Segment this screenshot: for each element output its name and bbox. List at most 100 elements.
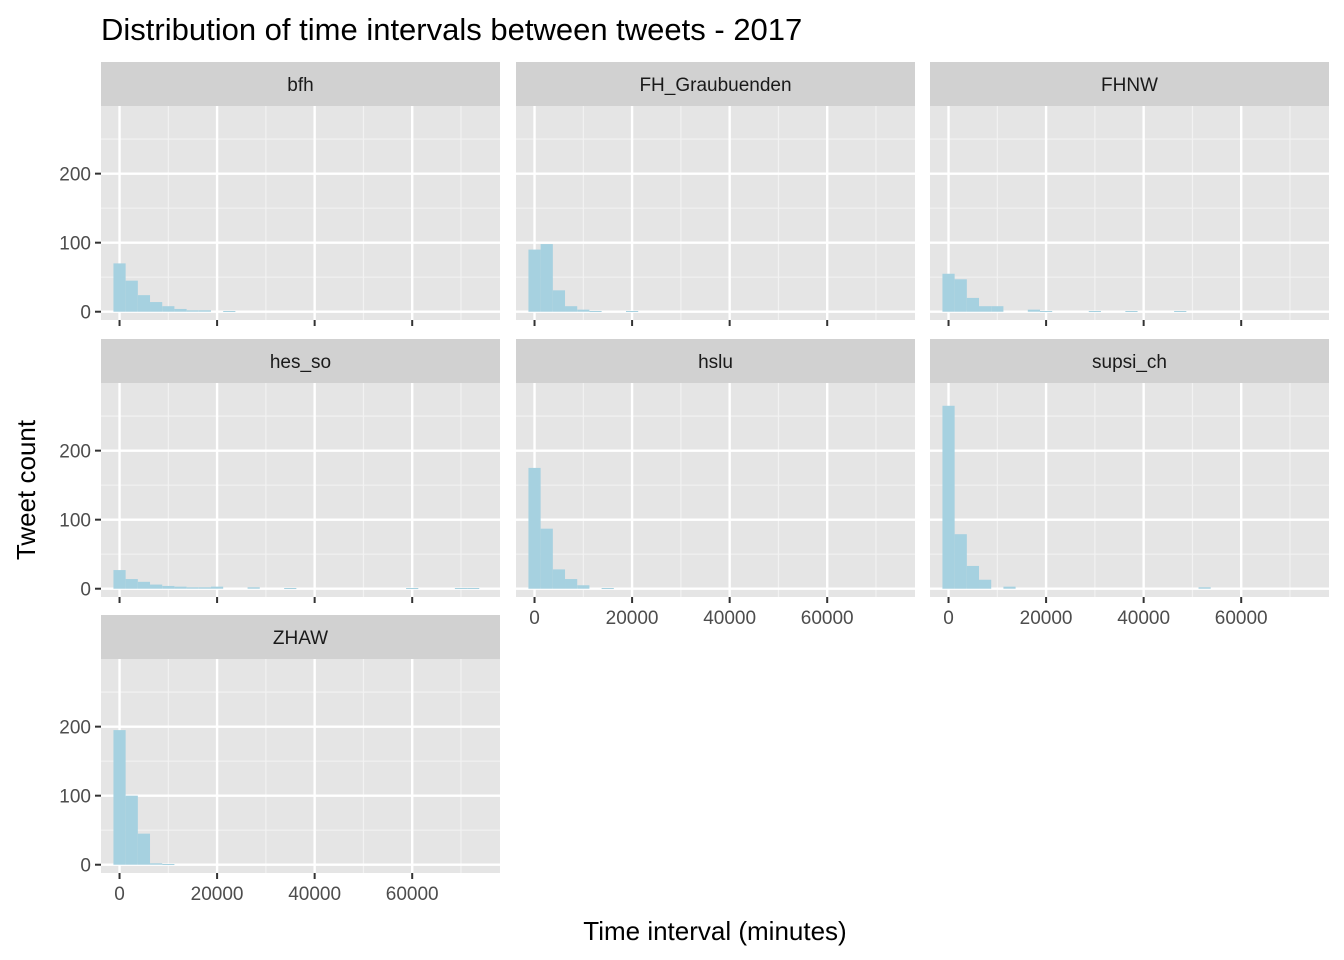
histogram-bar xyxy=(942,405,955,589)
histogram-bar xyxy=(125,795,138,865)
chart-title: Distribution of time intervals between t… xyxy=(101,12,802,47)
histogram-bar xyxy=(113,730,126,865)
histogram-bar xyxy=(1198,587,1211,589)
panel-background xyxy=(930,106,1329,320)
facet-strip-label: FH_Graubuenden xyxy=(639,75,791,96)
facet-panel-supsi_ch: supsi_ch 0 20000 40000 60000 xyxy=(930,339,1329,629)
histogram-bar xyxy=(942,273,955,312)
y-tick-label: 200 xyxy=(59,442,91,463)
panel-plot-area xyxy=(101,659,500,873)
histogram-bar xyxy=(406,588,419,590)
histogram-bar xyxy=(565,306,578,312)
facet-strip xyxy=(101,62,500,106)
facet-strip-label: ZHAW xyxy=(273,628,328,649)
x-tick-label: 0 xyxy=(529,608,540,629)
histogram-bar xyxy=(284,588,297,590)
histogram-bar xyxy=(1039,311,1053,313)
histogram-bar xyxy=(467,588,480,590)
panel-plot-area xyxy=(101,383,500,597)
histogram-bar xyxy=(625,311,639,313)
histogram-bar xyxy=(1003,586,1016,589)
facet-panels: bfh 0 100 200 FH_Graubuenden FHNW hes_so 0 100 20… xyxy=(59,62,1329,905)
panel-background xyxy=(101,106,500,320)
x-tick-label: 20000 xyxy=(606,608,659,629)
facet-panel-hslu: hslu 0 20000 40000 60000 xyxy=(516,339,915,629)
panel-background xyxy=(930,383,1329,597)
x-tick-label: 60000 xyxy=(386,884,439,905)
facet-strip xyxy=(516,339,915,383)
y-tick-label: 0 xyxy=(80,856,91,877)
y-tick-label: 100 xyxy=(59,787,91,808)
histogram-bar xyxy=(552,569,566,589)
histogram-bar xyxy=(1027,309,1040,312)
histogram-bar xyxy=(577,585,590,589)
histogram-bar xyxy=(113,263,126,312)
x-tick-label: 20000 xyxy=(191,884,244,905)
facet-panel-zhaw: ZHAW 0 100 200 0 20000 40000 60000 xyxy=(59,615,500,905)
histogram-bar xyxy=(528,249,541,312)
facet-panel-fh_graubuenden: FH_Graubuenden xyxy=(516,62,915,326)
histogram-bar xyxy=(162,585,175,589)
histogram-bar xyxy=(552,290,566,312)
histogram-bar xyxy=(186,310,199,312)
histogram-bar xyxy=(162,864,175,866)
histogram-bar xyxy=(528,467,541,589)
x-tick-label: 40000 xyxy=(288,884,341,905)
panel-plot-area xyxy=(930,106,1329,320)
panel-background xyxy=(516,106,915,320)
histogram-bar xyxy=(113,570,126,589)
histogram-bar xyxy=(125,579,138,589)
histogram-bar xyxy=(565,579,578,589)
y-tick-label: 200 xyxy=(59,718,91,739)
panel-background xyxy=(101,659,500,873)
facet-strip-label: FHNW xyxy=(1101,75,1158,96)
histogram-bar xyxy=(150,863,163,865)
histogram-bar xyxy=(210,586,224,589)
facet-strip-label: bfh xyxy=(287,75,313,96)
histogram-bar xyxy=(1125,311,1138,313)
panel-plot-area xyxy=(516,383,915,597)
histogram-bar xyxy=(198,587,211,589)
histogram-bar xyxy=(150,302,163,312)
panel-plot-area xyxy=(101,106,500,320)
histogram-bar xyxy=(137,833,151,865)
facet-strip-label: hslu xyxy=(698,352,733,373)
histogram-bar xyxy=(979,306,992,312)
x-tick-label: 0 xyxy=(943,608,954,629)
facet-strip xyxy=(101,339,500,383)
histogram-bar xyxy=(186,587,199,589)
x-tick-label: 20000 xyxy=(1020,608,1073,629)
y-tick-label: 0 xyxy=(80,580,91,601)
facet-strip xyxy=(930,62,1329,106)
facet-strip xyxy=(930,339,1329,383)
histogram-bar xyxy=(954,534,967,589)
x-tick-label: 40000 xyxy=(703,608,756,629)
x-tick-label: 40000 xyxy=(1117,608,1170,629)
panel-background xyxy=(516,383,915,597)
histogram-bar xyxy=(589,311,602,313)
histogram-bar xyxy=(137,581,151,589)
facet-panel-fhnw: FHNW xyxy=(930,62,1329,326)
x-tick-label: 60000 xyxy=(801,608,854,629)
facet-strip xyxy=(101,615,500,659)
y-tick-label: 100 xyxy=(59,511,91,532)
histogram-bar xyxy=(540,244,553,312)
facet-strip-label: hes_so xyxy=(270,352,331,373)
histogram-bar xyxy=(174,308,187,312)
y-tick-label: 200 xyxy=(59,165,91,186)
facet-strip xyxy=(516,62,915,106)
histogram-bar xyxy=(601,588,614,590)
panel-background xyxy=(101,383,500,597)
histogram-bar xyxy=(966,297,980,312)
histogram-bar xyxy=(979,579,992,589)
x-tick-label: 60000 xyxy=(1215,608,1268,629)
y-axis-title: Tweet count xyxy=(11,419,41,560)
facet-panel-bfh: bfh 0 100 200 xyxy=(59,62,500,326)
histogram-bar xyxy=(1174,311,1187,313)
histogram-bar xyxy=(540,528,553,589)
histogram-bar xyxy=(966,565,980,589)
y-tick-label: 0 xyxy=(80,303,91,324)
y-tick-label: 100 xyxy=(59,234,91,255)
histogram-bar xyxy=(991,306,1004,312)
